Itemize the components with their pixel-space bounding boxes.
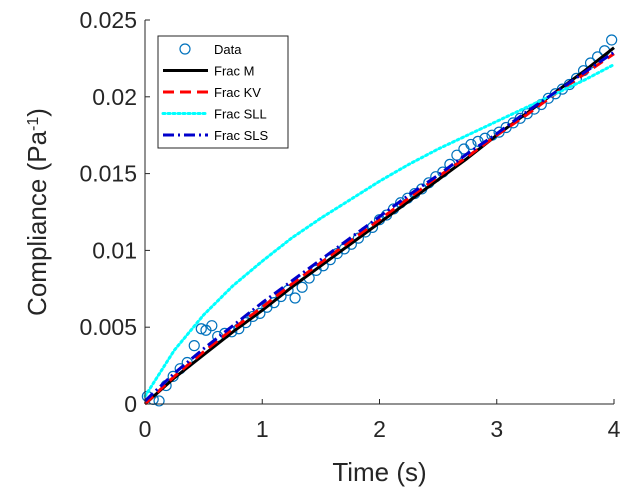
plot-layer (141, 34, 618, 407)
y-axis-label-main: Compliance (Pa (22, 130, 52, 316)
y-tick-label: 0.005 (79, 314, 137, 340)
x-axis-label: Time (s) (332, 457, 426, 487)
legend-label-frac-kv: Frac KV (214, 85, 261, 100)
y-axis-label: Compliance (Pa-1) (22, 108, 52, 316)
series-line-frac-sls (143, 51, 615, 403)
legend-label-frac-m: Frac M (214, 64, 254, 79)
y-tick-label: 0.02 (92, 84, 137, 110)
data-point (465, 138, 477, 151)
y-tick-label: 0.025 (79, 7, 137, 33)
x-tick-label: 2 (373, 416, 386, 442)
y-tick-label: 0.01 (92, 237, 137, 263)
legend-marker-data (179, 43, 191, 55)
data-point (188, 340, 200, 352)
legend-label-frac-sls: Frac SLS (214, 128, 269, 143)
legend-box (157, 35, 289, 149)
data-point (289, 292, 301, 304)
y-tick-label: 0.015 (79, 161, 137, 187)
x-tick-label: 0 (139, 416, 152, 442)
y-axis-label-close: ) (22, 108, 52, 117)
x-tick-label: 4 (608, 416, 621, 442)
legend: Data Frac M Frac KV Frac SLL Frac SLS (157, 35, 289, 149)
series-line-frac-sll (143, 63, 616, 398)
x-tick-label: 1 (256, 416, 269, 442)
series-line-frac-kv (143, 52, 615, 406)
legend-label-data: Data (214, 42, 242, 57)
axes-layer: 0 1 2 3 4 0 0.005 0.01 0.015 0.02 0.025 (79, 7, 620, 442)
data-point (606, 34, 618, 46)
x-tick-label: 3 (490, 416, 503, 442)
legend-label-frac-sll: Frac SLL (214, 107, 267, 122)
data-point (352, 232, 364, 244)
y-axis-label-superscript: -1 (25, 117, 42, 131)
data-point (195, 323, 207, 335)
y-tick-label: 0 (124, 391, 137, 417)
data-point (247, 310, 259, 323)
data-point (153, 395, 165, 407)
data-point (206, 320, 218, 332)
data-point (296, 281, 308, 293)
